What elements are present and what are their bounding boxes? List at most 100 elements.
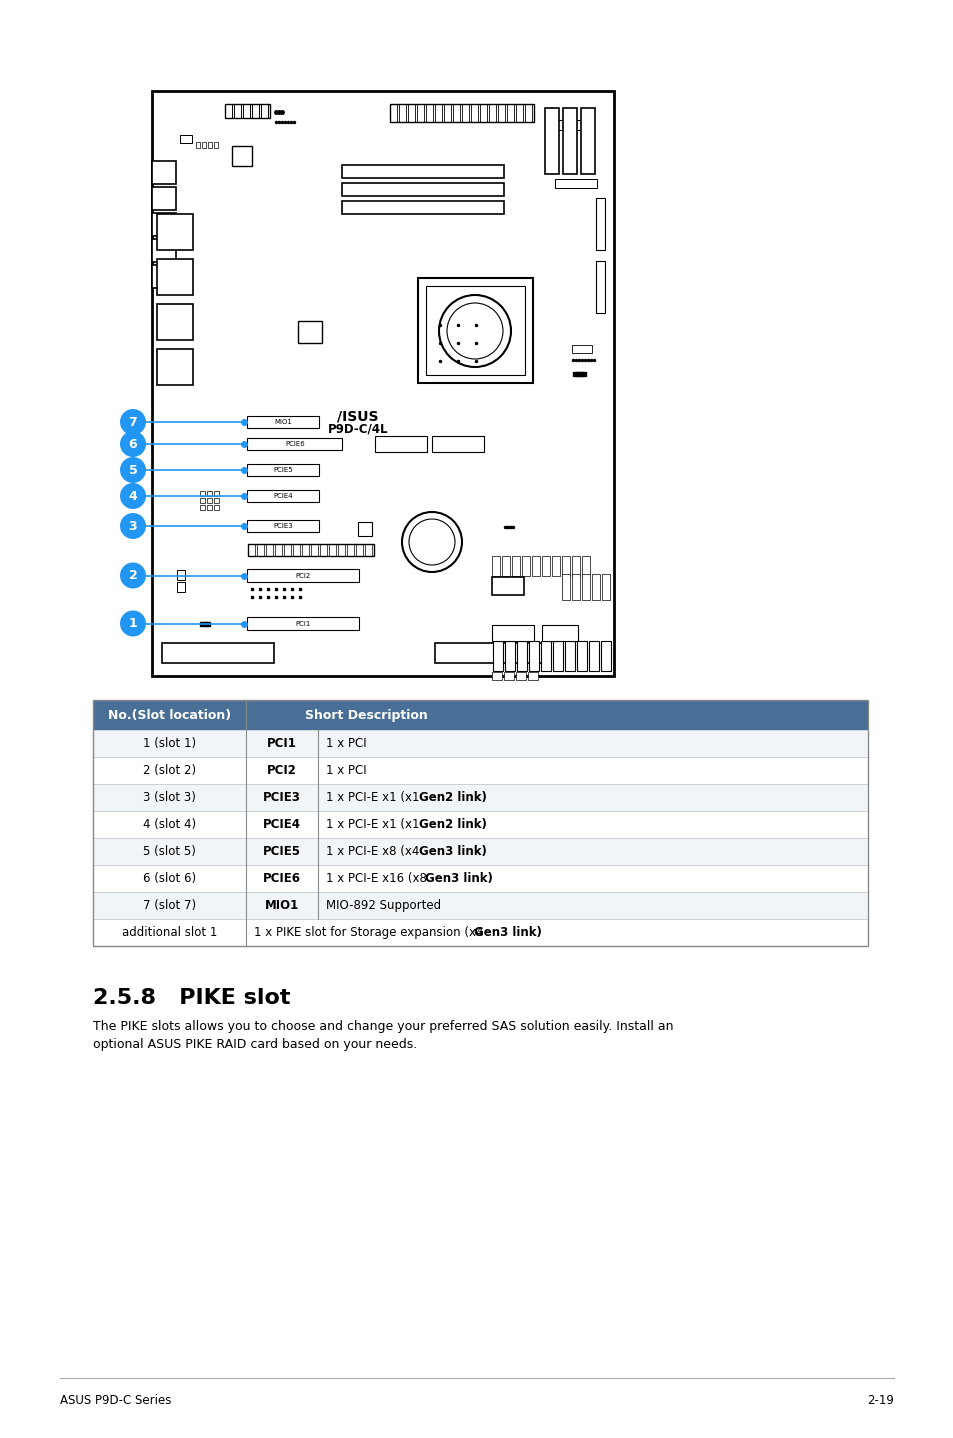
Text: MIO1: MIO1 xyxy=(265,899,299,912)
Bar xyxy=(341,201,503,214)
Bar xyxy=(572,574,579,600)
Bar xyxy=(311,544,317,557)
Bar xyxy=(601,574,609,600)
Text: 1: 1 xyxy=(129,617,137,630)
Text: PCI2: PCI2 xyxy=(267,764,296,777)
Bar xyxy=(562,108,577,174)
Bar xyxy=(337,544,345,557)
Bar xyxy=(357,522,372,536)
Bar xyxy=(207,505,212,510)
Circle shape xyxy=(409,519,455,565)
Bar xyxy=(200,498,205,503)
Bar xyxy=(564,641,575,672)
Bar xyxy=(426,104,433,122)
Bar xyxy=(297,321,322,344)
Bar xyxy=(177,569,185,580)
Bar xyxy=(532,557,539,577)
Bar xyxy=(479,104,486,122)
Bar xyxy=(293,544,299,557)
Text: 7 (slot 7): 7 (slot 7) xyxy=(143,899,196,912)
Bar xyxy=(572,345,592,352)
Text: Gen2 link): Gen2 link) xyxy=(419,818,487,831)
Bar xyxy=(207,490,212,496)
Bar xyxy=(492,557,499,577)
Bar xyxy=(443,104,451,122)
Bar xyxy=(516,104,522,122)
Bar xyxy=(157,349,193,385)
Bar xyxy=(504,641,515,672)
Text: 2: 2 xyxy=(129,569,137,582)
Bar xyxy=(92,811,867,838)
Text: 4: 4 xyxy=(129,489,137,502)
Text: PCI1: PCI1 xyxy=(295,621,311,627)
Bar xyxy=(247,490,318,502)
Bar xyxy=(527,672,537,680)
Bar xyxy=(248,544,374,557)
Circle shape xyxy=(438,295,511,367)
Bar xyxy=(256,544,264,557)
Text: PCI2: PCI2 xyxy=(295,572,311,578)
Bar xyxy=(529,641,538,672)
Text: 1 (slot 1): 1 (slot 1) xyxy=(143,738,196,751)
Bar xyxy=(92,756,867,784)
Bar xyxy=(492,626,534,641)
Circle shape xyxy=(447,303,502,360)
Bar xyxy=(521,557,530,577)
Text: 3: 3 xyxy=(129,519,137,532)
Circle shape xyxy=(120,483,146,509)
Bar xyxy=(92,892,867,919)
Text: 2-19: 2-19 xyxy=(866,1393,893,1406)
Bar xyxy=(247,569,358,582)
Bar xyxy=(157,259,193,295)
Bar xyxy=(492,672,501,680)
Bar xyxy=(408,104,415,122)
Bar xyxy=(544,108,558,174)
Bar xyxy=(471,104,477,122)
Bar xyxy=(274,544,282,557)
Circle shape xyxy=(120,611,146,637)
Bar xyxy=(213,142,218,148)
Bar xyxy=(512,557,519,577)
Bar xyxy=(561,557,569,577)
Bar xyxy=(555,178,597,188)
Text: /ISUS: /ISUS xyxy=(337,408,378,423)
Bar xyxy=(247,416,318,429)
Bar xyxy=(252,104,258,118)
Text: PCIE5: PCIE5 xyxy=(273,467,293,473)
Text: Gen3 link): Gen3 link) xyxy=(419,846,487,858)
Text: 7: 7 xyxy=(129,416,137,429)
Bar xyxy=(453,104,459,122)
Bar xyxy=(416,104,423,122)
Circle shape xyxy=(120,408,146,436)
Text: ASUS P9D-C Series: ASUS P9D-C Series xyxy=(60,1393,172,1406)
Bar xyxy=(207,498,212,503)
Circle shape xyxy=(120,513,146,539)
Text: 2.5.8   PIKE slot: 2.5.8 PIKE slot xyxy=(92,988,291,1008)
Text: 6: 6 xyxy=(129,437,137,450)
Bar xyxy=(329,544,335,557)
Text: MIO1: MIO1 xyxy=(274,418,292,426)
Bar xyxy=(561,574,569,600)
Bar xyxy=(461,104,469,122)
Bar xyxy=(417,278,533,383)
Bar xyxy=(489,104,496,122)
Text: PCIE6: PCIE6 xyxy=(263,871,301,884)
Bar xyxy=(302,544,309,557)
Bar xyxy=(596,262,604,313)
Bar xyxy=(232,147,252,165)
Bar xyxy=(497,104,504,122)
Text: Gen2 link): Gen2 link) xyxy=(419,791,487,804)
Bar xyxy=(493,641,502,672)
Text: 3 (slot 3): 3 (slot 3) xyxy=(143,791,195,804)
Bar xyxy=(506,104,514,122)
Text: 1 x PCI: 1 x PCI xyxy=(326,764,366,777)
Bar xyxy=(375,436,427,452)
Bar xyxy=(398,104,406,122)
Bar xyxy=(347,544,354,557)
Bar xyxy=(92,784,867,811)
Bar xyxy=(152,213,175,236)
Text: Short Description: Short Description xyxy=(304,709,427,722)
Bar xyxy=(581,574,589,600)
Bar xyxy=(225,104,232,118)
Bar xyxy=(213,505,219,510)
